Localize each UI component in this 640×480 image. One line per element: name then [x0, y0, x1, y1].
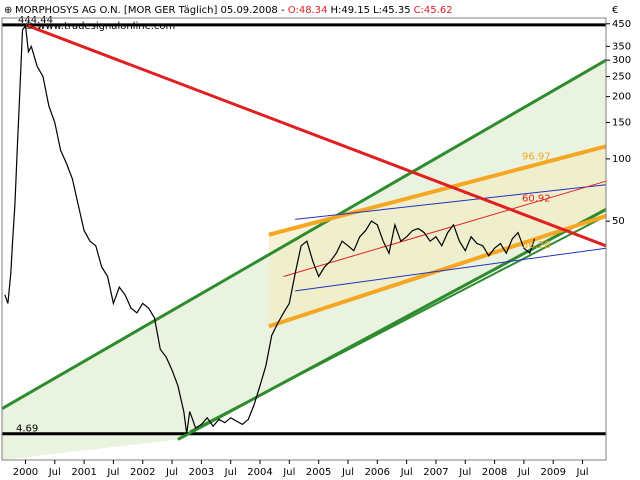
chart-title: MORPHOSYS AG O.N. [MOR GER Täglich] 05.0… — [15, 5, 288, 16]
y-tick-label: 250 — [612, 72, 631, 83]
y-tick-label: 200 — [612, 92, 631, 103]
svg-text:MORPHOSYS AG O.N. [MOR GER Tä: MORPHOSYS AG O.N. [MOR GER Täglich] 05.0… — [15, 5, 453, 16]
x-tick-label: 2003 — [189, 467, 214, 478]
orange-upper-trendline — [268, 144, 607, 237]
blue-lower-trendline — [295, 247, 607, 292]
x-tick-label: Jul — [341, 467, 354, 478]
x-tick-label: 2007 — [423, 467, 448, 478]
y-tick-label: 50 — [612, 216, 625, 227]
y-tick-label: 300 — [612, 55, 631, 66]
green-upper-trendline — [1, 58, 607, 410]
blue-upper-trendline — [295, 184, 607, 220]
x-tick-label: Jul — [458, 467, 471, 478]
plot-frame — [1, 17, 607, 461]
x-tick-label: Jul — [576, 467, 589, 478]
low-value: L:45.35 — [373, 5, 411, 16]
x-axis: 2000 Jul 2001 Jul 2002 Jul 2003 Jul 2004 Jul 2005 J… — [13, 460, 589, 478]
x-tick-label: Jul — [106, 467, 119, 478]
level-label-red-mid: 60.92 — [522, 193, 551, 204]
channel-fills — [2, 60, 606, 461]
x-tick-label: 2008 — [482, 467, 507, 478]
orange-channel-fill — [268, 146, 606, 327]
red-inner-trendline — [283, 180, 607, 277]
x-tick-label: 2004 — [247, 467, 272, 478]
price-line — [4, 24, 536, 434]
level-label-top: 444.44 — [18, 15, 53, 26]
x-tick-label: Jul — [224, 467, 237, 478]
x-tick-label: Jul — [517, 467, 530, 478]
x-tick-label: 2002 — [130, 467, 155, 478]
close-value: C:45.62 — [414, 5, 453, 16]
x-tick-label: 2000 — [13, 467, 38, 478]
currency-label: € — [612, 5, 618, 16]
x-tick-label: Jul — [165, 467, 178, 478]
x-tick-label: 2005 — [306, 467, 331, 478]
level-labels: 444.44 4.69 96.97 60.92 36.28 — [16, 15, 551, 435]
y-axis: 450 350 300 250 200 150 100 50 — [606, 19, 631, 227]
x-tick-label: 2006 — [365, 467, 390, 478]
y-tick-label: 350 — [612, 41, 631, 52]
symbol-icon[interactable]: ⊕ — [4, 5, 12, 16]
y-tick-label: 150 — [612, 117, 631, 128]
red-downtrend-line — [24, 23, 607, 248]
level-label-orange-lower: 36.28 — [522, 240, 551, 251]
high-value: H:49.15 — [330, 5, 370, 16]
watermark: © www.tradesignalonline.com — [24, 21, 175, 32]
open-value: O:48.34 — [288, 5, 328, 16]
y-tick-label: 100 — [612, 154, 631, 165]
x-tick-label: Jul — [282, 467, 295, 478]
y-tick-label: 450 — [612, 19, 631, 30]
trendlines — [1, 23, 607, 441]
x-tick-label: 2001 — [71, 467, 96, 478]
green-mid-trendline — [189, 215, 607, 433]
price-series — [4, 24, 536, 434]
level-label-bottom: 4.69 — [16, 424, 38, 435]
x-tick-label: Jul — [400, 467, 413, 478]
level-label-orange-upper: 96.97 — [522, 152, 551, 163]
x-tick-label: Jul — [48, 467, 61, 478]
x-tick-label: 2009 — [540, 467, 565, 478]
